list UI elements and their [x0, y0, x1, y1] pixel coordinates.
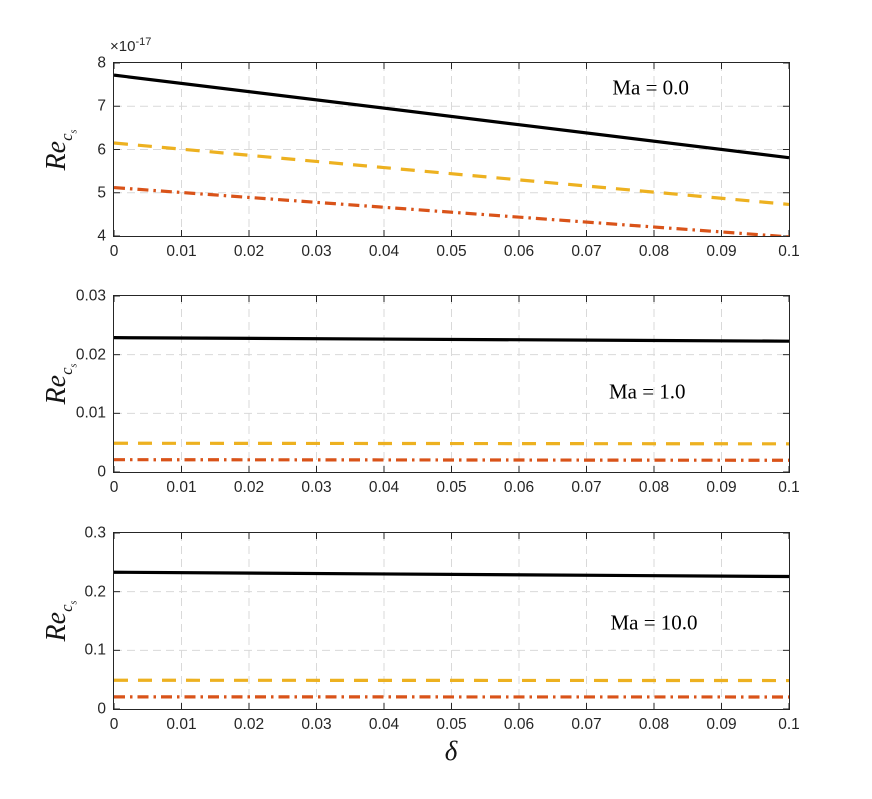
- series-orange-dashdot: [114, 458, 789, 462]
- x-tick-label: 0.02: [233, 243, 265, 260]
- x-tick-label: 0: [109, 243, 119, 260]
- x-tick-label: 0.1: [778, 479, 800, 496]
- series-black-solid: [114, 73, 789, 160]
- x-tick-label: 0.09: [706, 716, 737, 733]
- y-tick-label: 7: [97, 97, 106, 115]
- subplot-ma-10: Ma = 10.0: [113, 532, 790, 710]
- series-orange-dashdot: [114, 185, 789, 236]
- x-tick-label: 0.09: [706, 243, 737, 260]
- x-tick-label: 0.08: [638, 716, 670, 733]
- y-axis-label-subsub: s: [67, 600, 79, 605]
- series-yellow-dashed: [114, 141, 789, 207]
- y-axis-label: Recs: [40, 363, 79, 405]
- annotation-ma-0: Ma = 0.0: [612, 75, 689, 100]
- y-axis-label-subsub: s: [67, 129, 79, 134]
- x-tick-label: 0.04: [368, 243, 400, 260]
- series-yellow-dashed: [114, 441, 789, 446]
- x-tick-label: 0.05: [436, 479, 467, 496]
- y-axis-label-sub: c: [56, 604, 76, 612]
- y-tick-label: 8: [97, 54, 106, 72]
- x-tick-label: 0.06: [503, 243, 535, 260]
- y-axis-label-base: Re: [40, 611, 72, 642]
- plot-canvas: [114, 296, 789, 472]
- x-tick-label: 0.03: [301, 479, 332, 496]
- x-tick-label: 0.03: [301, 243, 332, 260]
- annotation-ma-1: Ma = 1.0: [608, 379, 686, 404]
- x-tick-label: 0.06: [503, 479, 535, 496]
- y-axis-label: Recs: [40, 600, 79, 642]
- x-tick-label: 0.08: [638, 243, 670, 260]
- x-axis-label: δ: [444, 736, 458, 766]
- x-tick-label: 0.09: [706, 479, 737, 496]
- y-tick-label: 0.02: [75, 345, 106, 363]
- x-tick-label: 0.02: [233, 716, 265, 733]
- x-tick-label: 0.07: [571, 243, 602, 260]
- x-tick-label: 0.04: [368, 479, 400, 496]
- y-tick-label: 0: [97, 463, 106, 481]
- y-axis-label-sub: c: [56, 133, 76, 141]
- y-tick-label: 0.3: [84, 524, 106, 542]
- x-tick-label: 0.1: [778, 243, 800, 260]
- subplot-ma-0: Ma = 0.0: [113, 62, 790, 237]
- plot-canvas: [114, 63, 789, 236]
- y-axis-exponent-label: ×10-17: [110, 36, 151, 55]
- x-tick-label: 0.02: [233, 479, 265, 496]
- y-tick-label: 5: [97, 184, 106, 201]
- y-tick-label: 0.2: [84, 582, 106, 600]
- y-tick-label: 0.03: [75, 287, 106, 305]
- x-tick-label: 0.06: [503, 716, 535, 733]
- x-tick-label: 0: [109, 479, 119, 496]
- y-axis-label-sub: c: [56, 367, 76, 375]
- x-tick-label: 0.03: [301, 716, 332, 733]
- x-tick-label: 0.01: [166, 243, 197, 260]
- x-tick-label: 0.05: [436, 716, 467, 733]
- y-tick-label: 4: [97, 227, 106, 245]
- annotation-ma-10: Ma = 10.0: [610, 610, 698, 635]
- x-tick-label: 0.07: [571, 716, 602, 733]
- x-tick-label: 0: [109, 716, 119, 733]
- y-tick-label: 0.01: [75, 404, 106, 422]
- y-tick-label: 0.1: [84, 641, 106, 659]
- x-tick-label: 0.08: [638, 479, 670, 496]
- x-tick-label: 0.1: [778, 716, 800, 733]
- subplot-ma-1: Ma = 1.0: [113, 295, 790, 473]
- x-tick-label: 0.01: [166, 479, 197, 496]
- series-black-solid: [114, 336, 789, 343]
- exponent-power: -17: [135, 36, 152, 48]
- x-tick-label: 0.04: [368, 716, 400, 733]
- y-axis-label-subsub: s: [67, 363, 79, 368]
- y-tick-label: 0: [97, 700, 106, 718]
- y-axis-label-base: Re: [40, 374, 72, 405]
- series-black-solid: [114, 570, 789, 579]
- exponent-base: ×10: [110, 38, 136, 55]
- plot-canvas: [114, 533, 789, 709]
- x-tick-label: 0.07: [571, 479, 602, 496]
- x-tick-label: 0.05: [436, 243, 467, 260]
- x-tick-label: 0.01: [166, 716, 197, 733]
- y-tick-label: 6: [97, 140, 106, 158]
